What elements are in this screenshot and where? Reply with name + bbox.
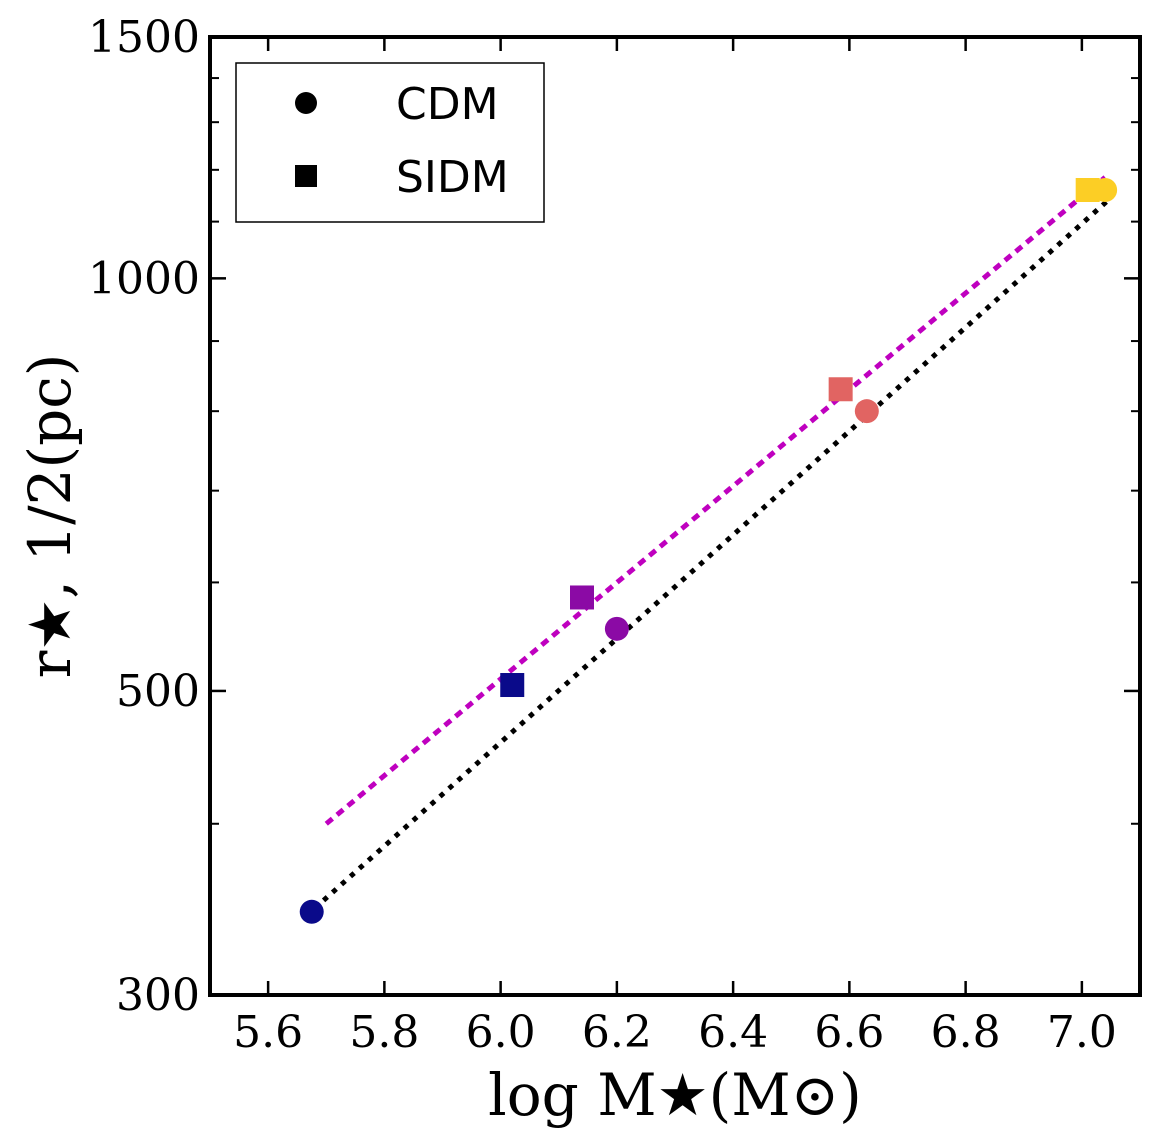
y-tick-label: 300 <box>116 970 200 1021</box>
fit-lines <box>312 175 1113 911</box>
cdm-point-2 <box>854 399 879 424</box>
x-tick-label: 6.6 <box>814 1007 884 1058</box>
tick-labels: 5.6 5.8 6.0 6.2 6.4 6.6 6.8 7.0 300 500 1000 1500 <box>88 12 1117 1058</box>
cdm-point-0 <box>299 899 324 924</box>
data-points <box>299 178 1118 924</box>
cdm-fit-line <box>312 195 1113 911</box>
legend-cdm-marker <box>295 92 317 114</box>
legend-box <box>235 62 545 223</box>
x-tick-label: 7.0 <box>1047 1007 1117 1058</box>
legend: CDM SIDM <box>235 62 545 223</box>
sidm-point-2 <box>828 377 853 402</box>
x-tick-label: 6.2 <box>582 1007 652 1058</box>
legend-cdm-label: CDM <box>396 79 499 130</box>
x-tick-label: 6.8 <box>931 1007 1001 1058</box>
x-axis-title: log M★(M⊙) <box>488 1061 862 1129</box>
y-tick-label: 500 <box>116 666 200 717</box>
plot-frame <box>208 35 1142 997</box>
sidm-point-1 <box>570 585 594 610</box>
sidm-fit-line <box>324 175 1107 826</box>
x-tick-label: 5.8 <box>349 1007 419 1058</box>
y-tick-label: 1000 <box>88 253 200 304</box>
y-axis-title: r★, 1/2(pc) <box>16 354 84 679</box>
sidm-point-3 <box>1075 178 1100 203</box>
sidm-point-0 <box>500 673 525 698</box>
legend-sidm-marker <box>295 165 317 187</box>
legend-sidm-label: SIDM <box>396 152 509 203</box>
x-tick-label: 6.4 <box>698 1007 768 1058</box>
y-tick-label: 1500 <box>88 12 200 63</box>
cdm-point-1 <box>604 616 629 641</box>
x-tick-label: 5.6 <box>233 1007 303 1058</box>
x-tick-label: 6.0 <box>466 1007 536 1058</box>
